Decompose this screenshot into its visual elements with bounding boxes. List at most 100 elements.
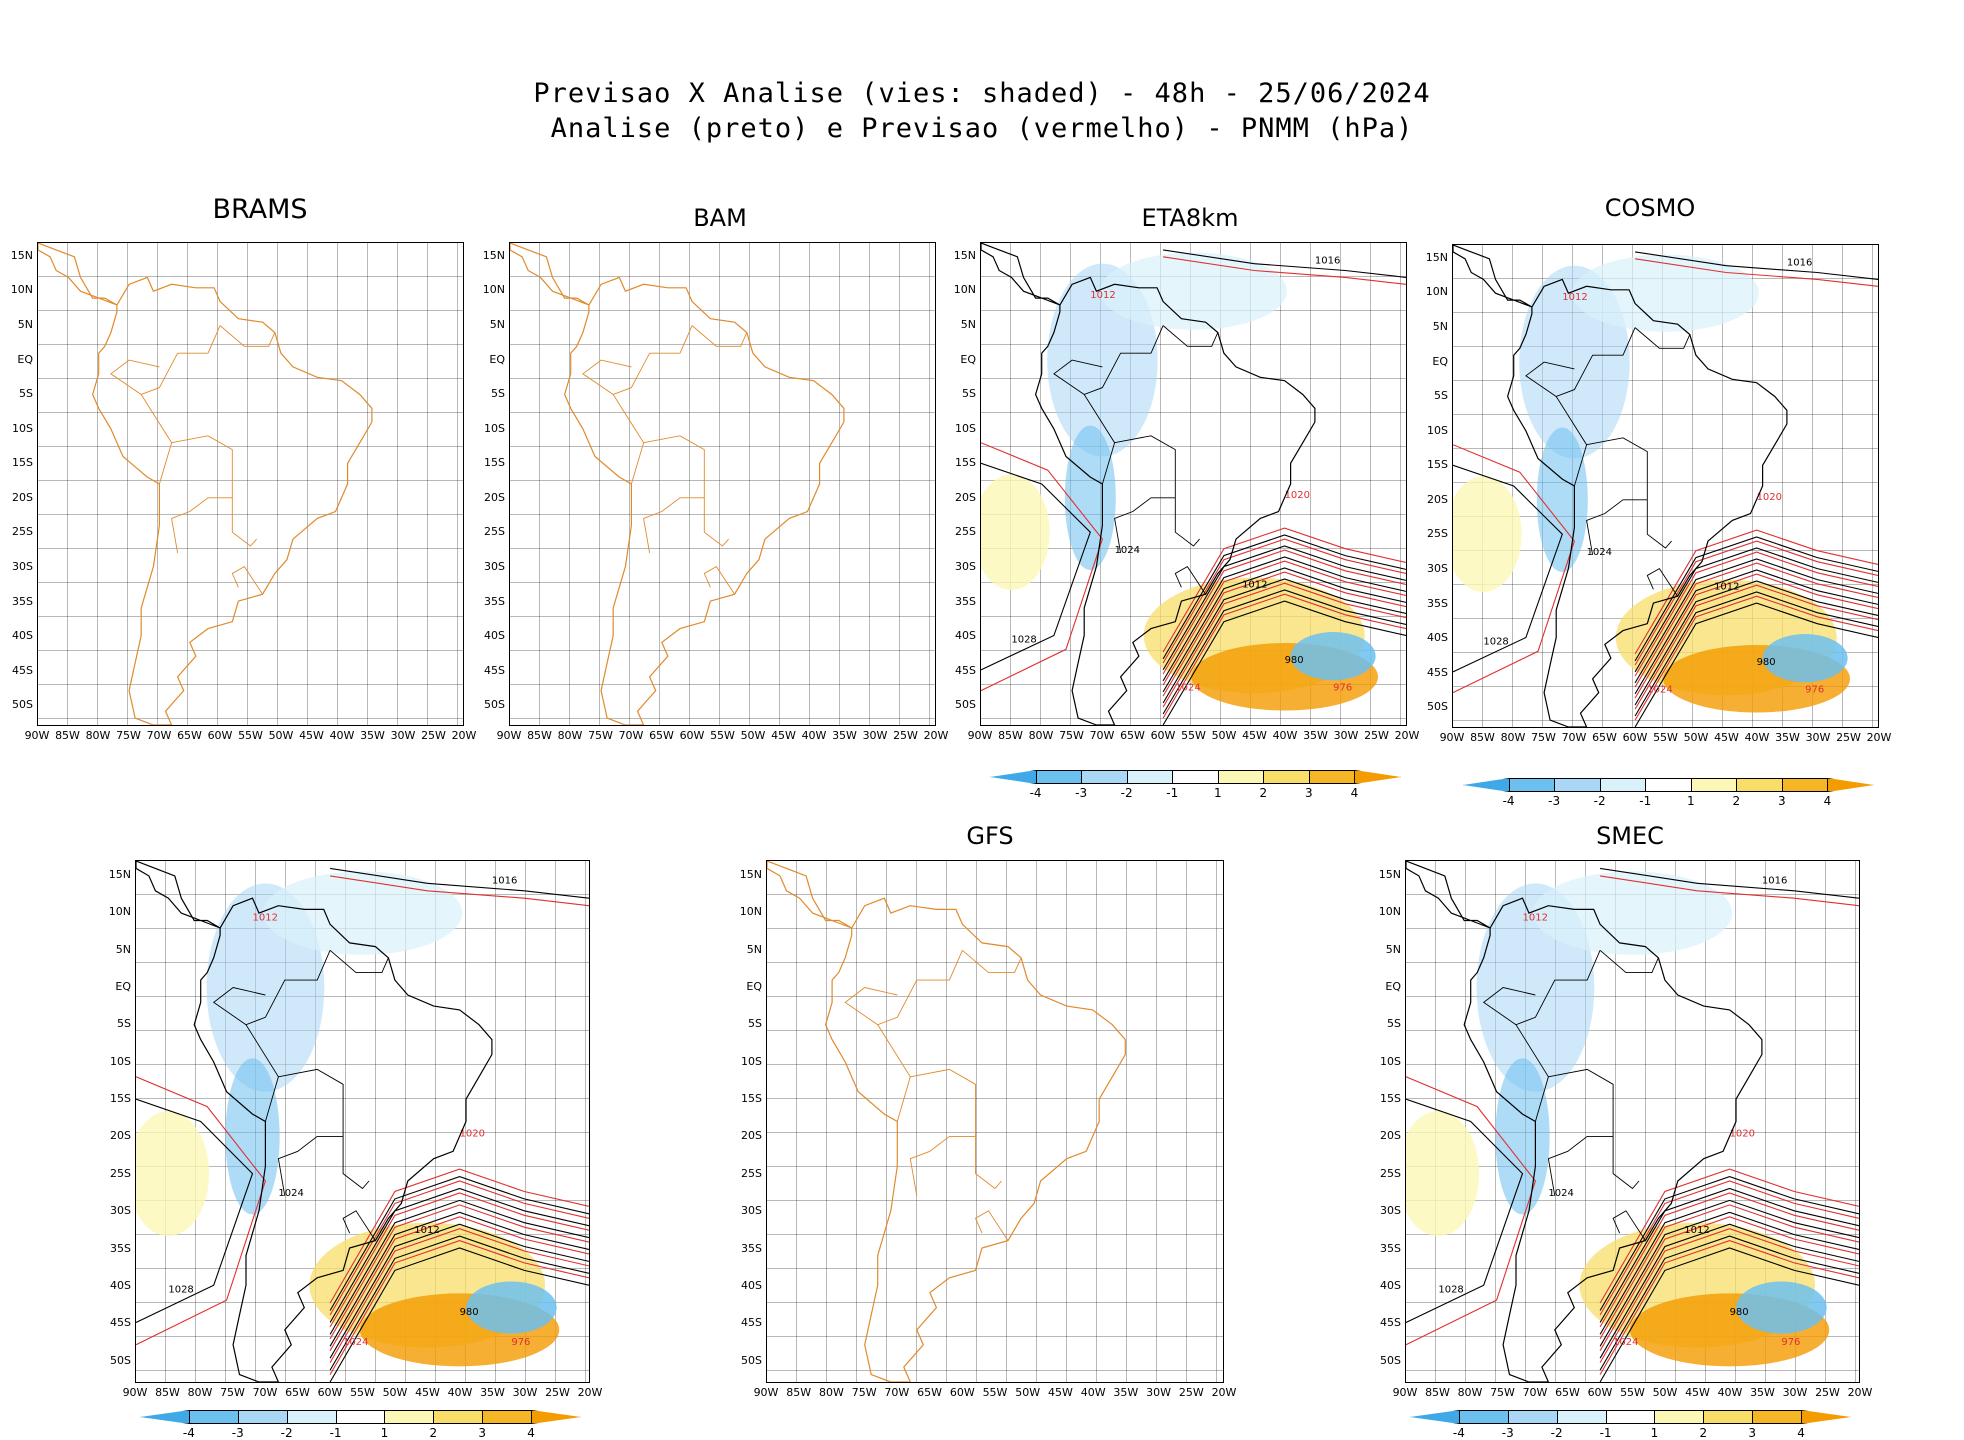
colorbar-label: -1 bbox=[1639, 794, 1652, 808]
longitude-tick-label: 55W bbox=[1653, 731, 1678, 744]
longitude-tick-label: 85W bbox=[55, 729, 80, 742]
latitude-tick-label: 15N bbox=[739, 867, 762, 881]
country-border bbox=[171, 497, 233, 553]
latitude-tick-label: 45S bbox=[1427, 665, 1448, 679]
map-panel-brams bbox=[37, 242, 464, 726]
contour-value-label: 976 bbox=[1781, 1337, 1800, 1348]
latitude-tick-label: 35S bbox=[110, 1241, 131, 1255]
longitude-tick-label: 50W bbox=[382, 1386, 408, 1399]
contour-value-label: 1012 bbox=[1562, 292, 1587, 303]
analysis-isobar bbox=[1162, 556, 1406, 682]
longitude-tick-label: 55W bbox=[1620, 1386, 1645, 1399]
analysis-isobar bbox=[1634, 558, 1878, 684]
colorbar-label: -2 bbox=[1593, 794, 1606, 808]
country-border bbox=[877, 950, 963, 1122]
colorbar-label: -2 bbox=[1120, 786, 1133, 800]
colorbar-swatch bbox=[1654, 1410, 1705, 1424]
map-panel-gfs bbox=[766, 860, 1224, 1383]
colorbar-swatch bbox=[1599, 778, 1647, 792]
latitude-tick-label: 45S bbox=[741, 1316, 762, 1330]
contour-value-label: 1020 bbox=[1285, 490, 1310, 501]
forecast-isobar bbox=[330, 875, 589, 907]
colorbar-swatch bbox=[1752, 1410, 1803, 1424]
bias-shade-region bbox=[1736, 1281, 1827, 1334]
longitude-tick-label: 50W bbox=[1211, 729, 1237, 742]
longitude-tick-label: 65W bbox=[177, 729, 202, 742]
panel-title-bam: BAM bbox=[693, 204, 747, 232]
longitude-tick-label: 90W bbox=[122, 1386, 148, 1399]
analysis-isobar bbox=[329, 1199, 589, 1335]
latitude-tick-label: 20S bbox=[1380, 1129, 1401, 1143]
contour-value-label: 1024 bbox=[1613, 1337, 1638, 1348]
latitude-tick-label: 45S bbox=[955, 663, 976, 677]
latitude-tick-label: 50S bbox=[1427, 700, 1448, 714]
longitude-tick-label: 20W bbox=[577, 1386, 603, 1399]
analysis-isobar bbox=[1599, 1247, 1859, 1382]
longitude-tick-label: 60W bbox=[679, 729, 705, 742]
longitude-tick-label: 30W bbox=[1782, 1386, 1808, 1399]
continent-coastline bbox=[1453, 245, 1788, 727]
latitude-tick-label: 5N bbox=[746, 942, 762, 956]
latitude-tick-label: 10S bbox=[741, 1054, 762, 1068]
country-border bbox=[962, 949, 1022, 974]
latitude-tick-label: 20S bbox=[110, 1129, 131, 1143]
colorbar-swatch bbox=[1827, 778, 1874, 792]
colorbar-smec: -4 -3 -2 -1 1 2 3 4 bbox=[1410, 1410, 1851, 1440]
latitude-tick-label: 50S bbox=[955, 698, 976, 712]
country-border bbox=[1114, 497, 1176, 553]
analysis-isobar bbox=[1163, 249, 1406, 278]
latitude-tick-label: 10S bbox=[12, 421, 33, 435]
colorbar-label: 1 bbox=[1686, 794, 1695, 808]
forecast-isobar bbox=[329, 1228, 589, 1363]
forecast-isobar bbox=[329, 1204, 589, 1340]
longitude-tick-label: 65W bbox=[285, 1386, 310, 1399]
contour-value-label: 976 bbox=[1805, 685, 1824, 696]
continent-coastline bbox=[981, 243, 1316, 725]
longitude-tick-label: 75W bbox=[1059, 729, 1084, 742]
bias-shade-region bbox=[1532, 871, 1733, 955]
forecast-isobar bbox=[1162, 560, 1406, 686]
forecast-isobar bbox=[1635, 258, 1878, 287]
panel-title-gfs: GFS bbox=[966, 822, 1014, 850]
panel-title-smec: SMEC bbox=[1596, 822, 1664, 850]
latitude-tick-label: 20S bbox=[955, 490, 976, 504]
analysis-isobar bbox=[981, 462, 1091, 671]
contour-value-label: 980 bbox=[1757, 657, 1776, 668]
contour-value-label: 1028 bbox=[168, 1285, 193, 1296]
forecast-isobar bbox=[1599, 1240, 1859, 1375]
longitude-tick-label: 70W bbox=[884, 1386, 910, 1399]
colorbar-label: 4 bbox=[527, 1426, 535, 1440]
colorbar-swatch bbox=[1605, 1410, 1656, 1424]
map-canvas bbox=[767, 861, 1126, 1382]
longitude-tick-label: 90W bbox=[496, 729, 522, 742]
colorbar-swatch bbox=[1081, 770, 1128, 784]
longitude-tick-label: 85W bbox=[786, 1386, 812, 1399]
colorbar-swatch bbox=[1308, 770, 1356, 784]
latitude-tick-label: 30S bbox=[1380, 1204, 1401, 1218]
forecast-isobar bbox=[1634, 551, 1878, 677]
colorbar-swatch bbox=[1263, 770, 1310, 784]
latitude-tick-label: 30S bbox=[110, 1204, 131, 1218]
longitude-tick-label: 55W bbox=[1181, 729, 1206, 742]
longitude-tick-label: 55W bbox=[982, 1386, 1008, 1399]
longitude-tick-label: 40W bbox=[1744, 731, 1770, 744]
longitude-tick-label: 90W bbox=[1439, 731, 1465, 744]
country-border bbox=[1547, 1135, 1614, 1196]
latitude-tick-label: 15S bbox=[1427, 458, 1448, 472]
analysis-isobar bbox=[1162, 578, 1406, 704]
forecast-isobar bbox=[1634, 573, 1878, 699]
forecast-isobar bbox=[1162, 571, 1406, 697]
latitude-tick-label: 5S bbox=[1434, 389, 1448, 403]
longitude-tick-label: 75W bbox=[1490, 1386, 1515, 1399]
colorbar-label: 1 bbox=[1650, 1426, 1659, 1440]
colorbar-label: 4 bbox=[1797, 1426, 1805, 1440]
bias-shade-region bbox=[1406, 1111, 1480, 1237]
longitude-tick-label: 75W bbox=[220, 1386, 245, 1399]
bias-shade-region bbox=[1290, 632, 1376, 681]
latitude-tick-label: 5N bbox=[115, 942, 131, 956]
map-panel-smec: 980 976 1012 1024 1028 1020 1016 1012 1024 bbox=[1405, 860, 1860, 1383]
forecast-isobar bbox=[1634, 562, 1878, 688]
longitude-tick-label: 25W bbox=[421, 729, 446, 742]
colorbar-label: -4 bbox=[1029, 786, 1042, 800]
latitude-tick-label: 5N bbox=[960, 317, 976, 331]
